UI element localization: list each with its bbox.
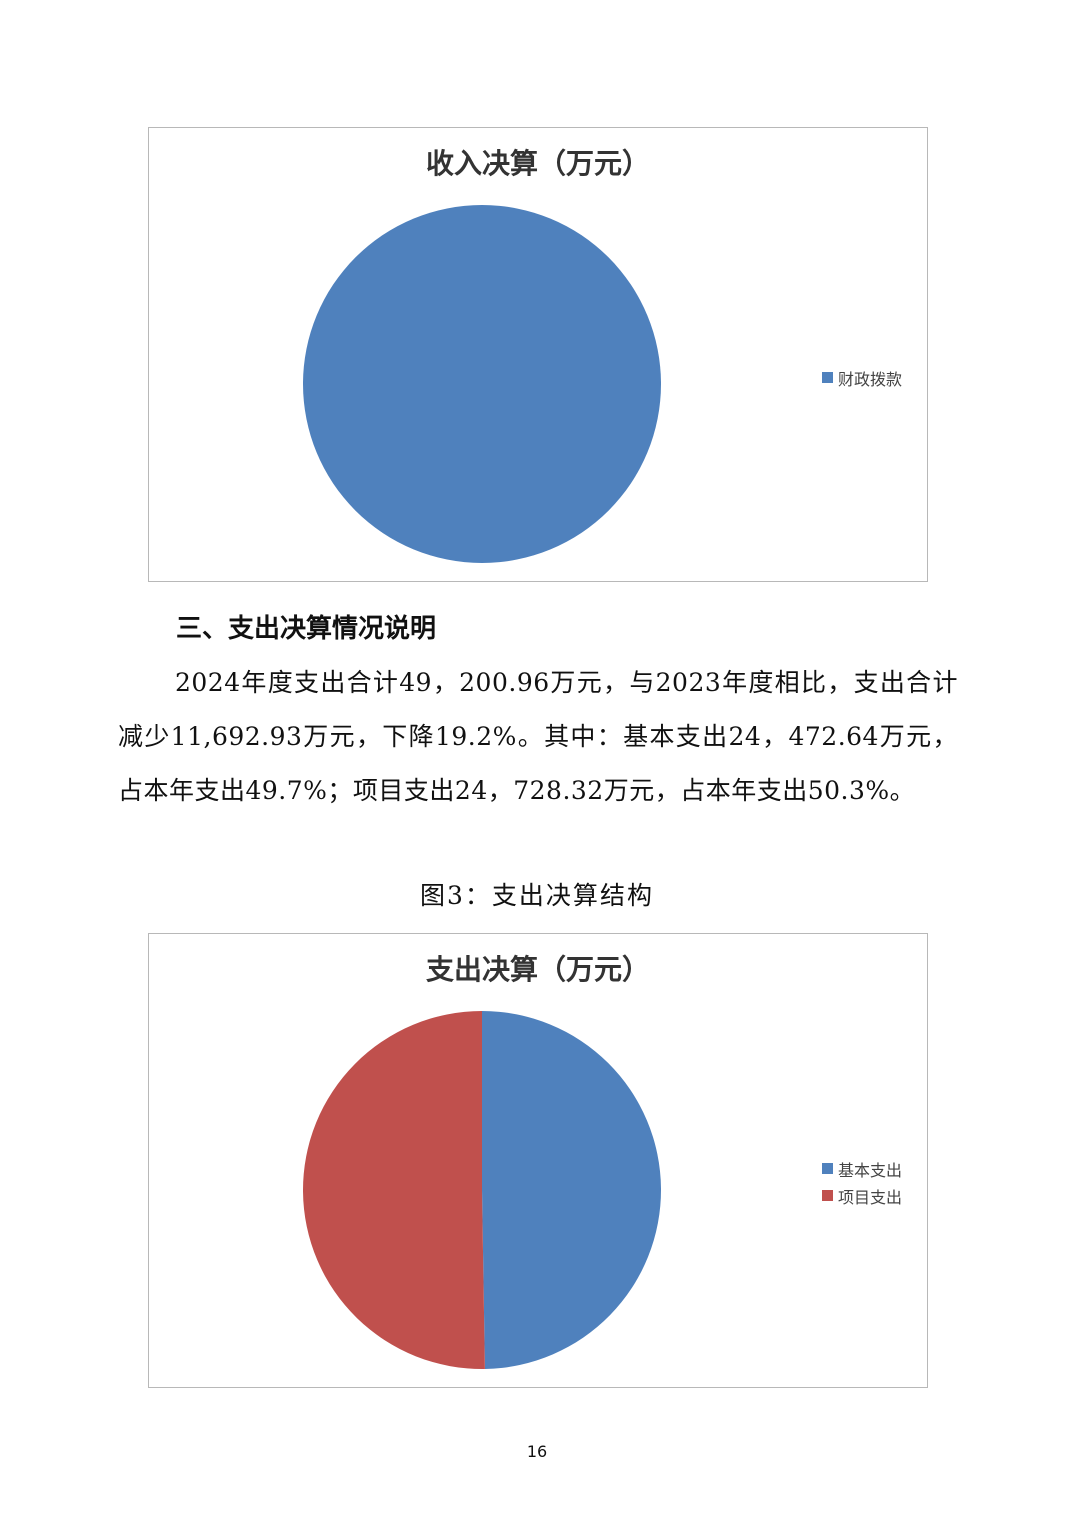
income-chart-title: 收入决算（万元） [425, 147, 650, 180]
legend-label: 项目支出 [838, 1187, 903, 1207]
section-paragraph: 2024年度支出合计49，200.96万元，与2023年度相比，支出合计减少11… [118, 668, 958, 805]
expenditure-legend: 基本支出 项目支出 [822, 1155, 902, 1209]
pie-slice-财政拨款 [303, 205, 661, 563]
pie-slice-基本支出 [482, 1011, 661, 1369]
page-number: 16 [526, 1442, 548, 1461]
legend-label: 财政拨款 [838, 369, 903, 389]
legend-swatch [822, 1190, 833, 1201]
legend-label: 基本支出 [838, 1160, 903, 1180]
legend-swatch [822, 372, 833, 383]
income-legend: 财政拨款 [822, 364, 902, 391]
income-pie [303, 205, 661, 563]
expenditure-chart: 支出决算（万元） 基本支出项目支出 [148, 933, 928, 1388]
expenditure-chart-title: 支出决算（万元） [425, 953, 650, 986]
legend-item: 项目支出 [822, 1182, 902, 1209]
section-heading: 三、支出决算情况说明 [176, 614, 437, 644]
pie-slice-项目支出 [302, 1011, 485, 1369]
legend-item: 财政拨款 [822, 364, 902, 391]
figure-caption: 图3：支出决算结构 [420, 881, 654, 910]
legend-swatch [822, 1163, 833, 1174]
expenditure-pie [302, 1011, 661, 1369]
legend-item: 基本支出 [822, 1155, 902, 1182]
income-chart: 收入决算（万元） 财政拨款 [148, 127, 928, 582]
